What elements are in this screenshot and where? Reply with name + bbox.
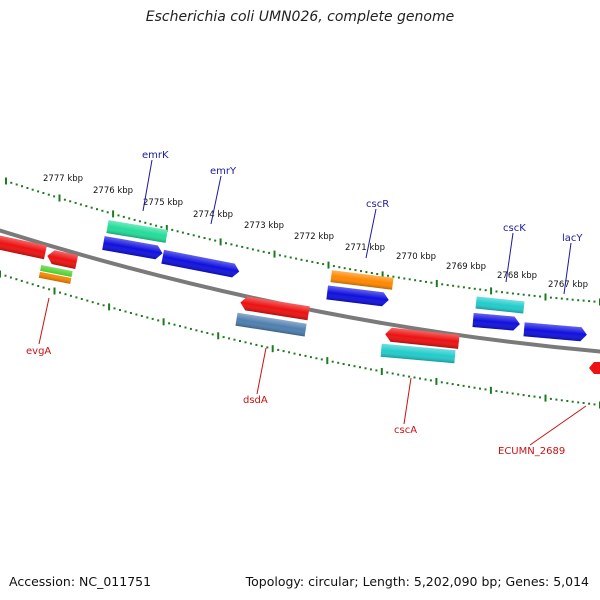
gene-label-emrY[interactable]: emrY xyxy=(210,166,237,177)
gene-dsdA-feature[interactable] xyxy=(235,312,307,337)
tick-label: 2777 kbp xyxy=(43,174,83,184)
cds-reverse-ECUMN_2689[interactable] xyxy=(589,362,600,374)
tick-label: 2775 kbp xyxy=(143,198,183,208)
cds-forward-4[interactable] xyxy=(472,313,520,331)
gene-label-dsdA[interactable]: dsdA xyxy=(243,395,268,406)
gene-emrK-feature[interactable] xyxy=(106,220,168,243)
cds-forward-2[interactable] xyxy=(161,249,240,279)
gene-label-evgA[interactable]: evgA xyxy=(26,346,51,357)
gene-label-ECUMN_2689[interactable]: ECUMN_2689 xyxy=(498,446,565,457)
cds-forward-1[interactable] xyxy=(102,236,164,260)
gene-evgA-feature[interactable] xyxy=(38,265,73,284)
gene-label-cscA[interactable]: cscA xyxy=(394,425,417,436)
cds-reverse-2[interactable] xyxy=(239,296,310,321)
tick-label: 2776 kbp xyxy=(93,186,133,196)
gene-labels: emrK emrY cscR cscK lacY evgA dsdA cscA … xyxy=(26,150,583,457)
tick-label: 2768 kbp xyxy=(497,271,537,281)
tick-label: 2771 kbp xyxy=(345,243,385,253)
cds-reverse-1[interactable] xyxy=(0,234,47,260)
cds-forward-lacY[interactable] xyxy=(523,322,588,342)
gene-label-emrK[interactable]: emrK xyxy=(142,150,169,161)
inner-tick-ring xyxy=(0,270,600,409)
cds-reverse-evgA[interactable] xyxy=(46,249,79,269)
gene-cscK-feature[interactable] xyxy=(475,296,525,314)
reverse-strand-features xyxy=(0,234,600,374)
forward-strand-features xyxy=(102,220,587,342)
gene-cscR-feature[interactable] xyxy=(330,270,394,290)
tick-label: 2770 kbp xyxy=(396,252,436,262)
tick-label: 2772 kbp xyxy=(294,232,334,242)
cds-forward-3[interactable] xyxy=(326,285,389,307)
cds-reverse-3[interactable] xyxy=(384,327,460,349)
gene-label-cscK[interactable]: cscK xyxy=(503,223,526,234)
tick-labels: 2777 kbp 2776 kbp 2775 kbp 2774 kbp 2773… xyxy=(43,174,588,290)
tick-label: 2773 kbp xyxy=(244,221,284,231)
accession-text: Accession: NC_011751 xyxy=(9,574,152,589)
gene-label-cscR[interactable]: cscR xyxy=(366,199,389,210)
gene-label-lacY[interactable]: lacY xyxy=(562,233,583,244)
tick-label: 2767 kbp xyxy=(548,280,588,290)
outer-tick-ring xyxy=(5,177,600,306)
tick-label: 2769 kbp xyxy=(446,262,486,272)
map-title: Escherichia coli UMN026, complete genome xyxy=(145,9,455,25)
label-leaders xyxy=(38,159,587,446)
gene-cscA-feature[interactable] xyxy=(380,343,456,364)
genome-summary-text: Topology: circular; Length: 5,202,090 bp… xyxy=(245,574,589,589)
